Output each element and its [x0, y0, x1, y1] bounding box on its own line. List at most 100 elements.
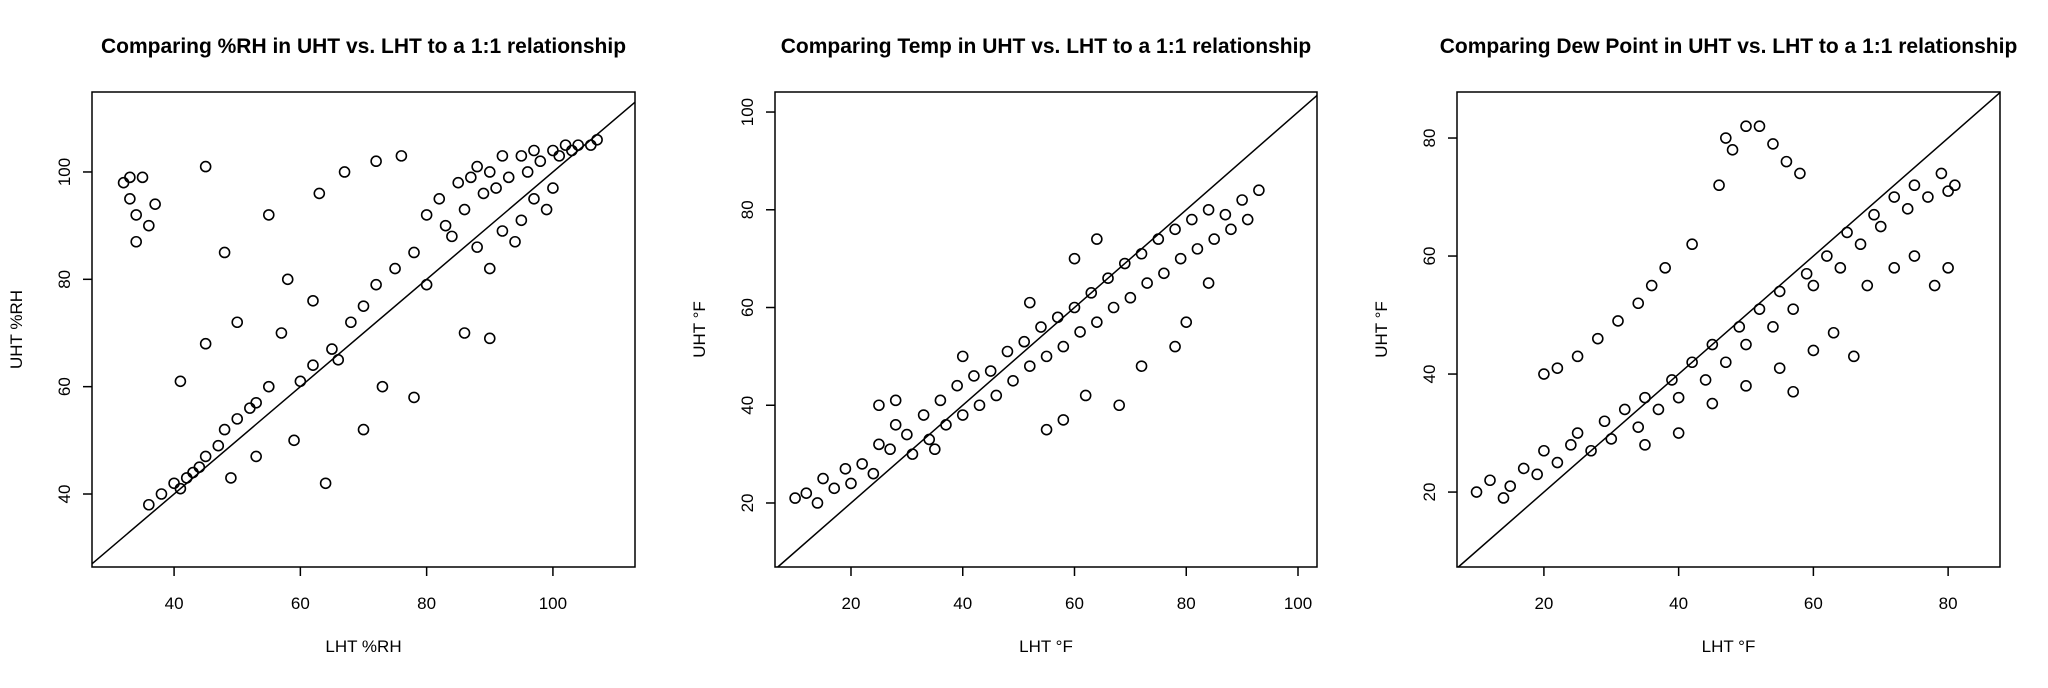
point	[1202, 277, 1215, 289]
y-tick-label: 40	[55, 485, 74, 504]
point	[1713, 179, 1725, 192]
point	[934, 394, 947, 407]
point	[973, 399, 986, 412]
point	[1135, 360, 1148, 372]
point	[968, 370, 980, 382]
point	[1191, 243, 1204, 255]
point	[408, 246, 420, 259]
point	[1253, 184, 1265, 197]
point	[1023, 360, 1036, 372]
point	[811, 497, 824, 509]
point	[130, 235, 142, 248]
point	[1922, 191, 1934, 203]
plot-frame	[774, 91, 1318, 568]
point	[250, 450, 262, 463]
point	[446, 230, 458, 243]
point	[199, 160, 212, 173]
point	[956, 409, 969, 421]
point	[1135, 247, 1148, 260]
y-tick-label: 60	[55, 377, 74, 396]
x-tick-label: 80	[1177, 594, 1196, 613]
point	[817, 472, 829, 485]
point	[1605, 433, 1618, 445]
x-tick-label: 80	[1939, 594, 1958, 613]
y-tick-label: 100	[738, 98, 757, 126]
point	[1652, 403, 1665, 416]
point	[553, 150, 566, 162]
point	[117, 176, 130, 189]
point	[951, 379, 963, 392]
x-tick-label: 60	[291, 594, 310, 613]
point	[1612, 315, 1624, 327]
point	[420, 209, 433, 221]
point	[281, 273, 294, 286]
point	[1618, 403, 1631, 416]
point	[1807, 344, 1820, 357]
point	[585, 139, 597, 151]
point	[1874, 220, 1887, 233]
point	[143, 219, 155, 232]
point	[370, 278, 382, 291]
point	[867, 467, 880, 480]
point	[155, 488, 168, 500]
point	[1773, 285, 1786, 298]
point	[225, 472, 237, 484]
point	[873, 438, 885, 451]
point	[906, 448, 919, 460]
point	[1001, 345, 1014, 358]
point	[1720, 356, 1732, 369]
point	[1174, 252, 1187, 265]
point	[1585, 444, 1597, 457]
point	[477, 187, 490, 200]
point	[1706, 338, 1719, 351]
point	[1484, 474, 1496, 487]
point	[1208, 233, 1220, 245]
point	[1787, 385, 1799, 398]
point	[149, 198, 161, 210]
point	[1888, 191, 1901, 203]
point	[319, 477, 332, 490]
point	[1726, 144, 1739, 156]
point	[1598, 415, 1611, 428]
point	[199, 450, 212, 463]
identity-line	[1457, 92, 2001, 568]
y-tick-label: 20	[738, 494, 757, 513]
point	[1551, 456, 1564, 469]
x-tick-label: 100	[539, 594, 567, 613]
y-tick-label: 80	[55, 270, 74, 289]
point	[984, 365, 997, 377]
point	[1686, 356, 1698, 369]
point	[1085, 287, 1098, 299]
point	[326, 343, 338, 355]
point	[1023, 296, 1036, 309]
point	[345, 316, 357, 329]
point	[956, 350, 969, 363]
y-axis-label: UHT %RH	[7, 290, 26, 369]
point	[1531, 468, 1543, 481]
point	[889, 418, 902, 431]
point	[218, 246, 231, 259]
point	[483, 262, 496, 275]
point	[1007, 375, 1019, 387]
point	[521, 166, 534, 178]
point	[515, 214, 528, 227]
y-axis-label: UHT °F	[690, 301, 709, 358]
x-axis-label: LHT °F	[1019, 637, 1073, 656]
point	[1861, 279, 1874, 292]
point	[1807, 279, 1820, 292]
y-tick-label: 60	[1420, 247, 1439, 266]
point	[1740, 380, 1752, 392]
point	[800, 487, 813, 500]
point	[940, 418, 952, 431]
point	[1773, 362, 1786, 374]
chart-title: Comparing %RH in UHT vs. LHT to a 1:1 re…	[101, 35, 626, 58]
point	[332, 354, 345, 366]
point	[1040, 423, 1053, 436]
point	[917, 409, 930, 421]
y-tick-label: 40	[738, 396, 757, 415]
x-tick-label: 60	[1065, 594, 1084, 613]
point	[1942, 262, 1954, 274]
y-axis-label: UHT °F	[1372, 301, 1391, 358]
point	[187, 466, 199, 479]
